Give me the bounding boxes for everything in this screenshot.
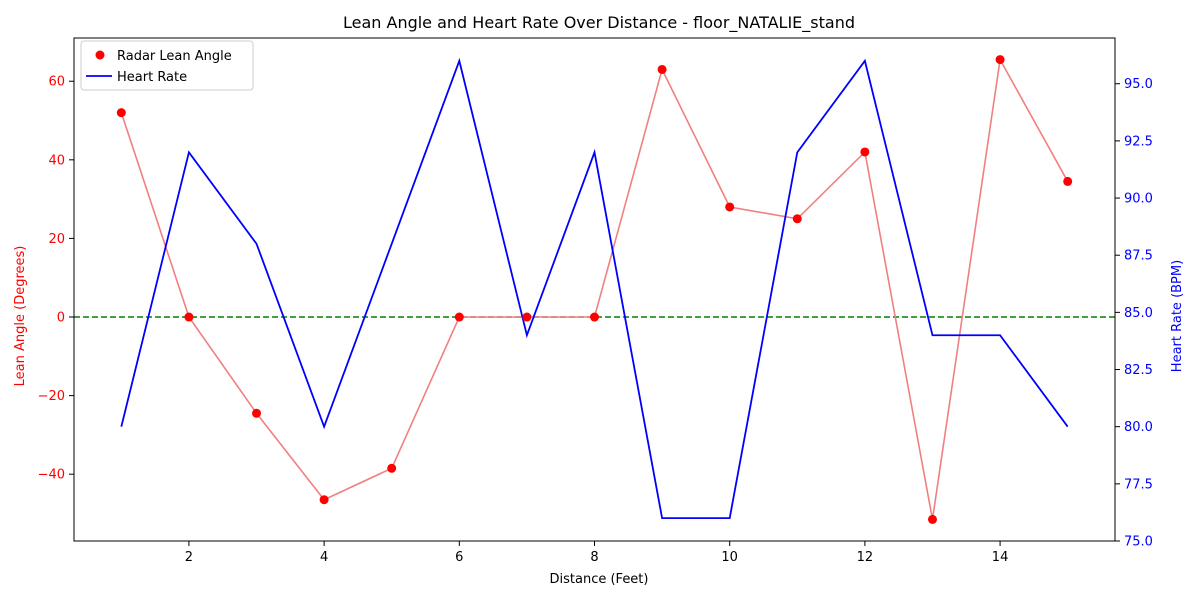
right-axis-title: Heart Rate (BPM)	[1170, 260, 1185, 372]
x-tick-label: 2	[185, 550, 193, 565]
x-tick-label: 8	[590, 550, 598, 565]
lean-angle-point	[184, 312, 194, 322]
legend-marker-lean-angle	[95, 50, 105, 60]
left-y-tick-label: −20	[38, 389, 65, 404]
lean-angle-point	[116, 108, 126, 118]
right-y-tick-label: 75.0	[1124, 535, 1153, 550]
right-y-tick-label: 77.5	[1124, 477, 1153, 492]
right-y-tick-label: 82.5	[1124, 363, 1153, 378]
legend-label-lean-angle: Radar Lean Angle	[117, 49, 232, 64]
right-y-tick-label: 87.5	[1124, 249, 1153, 264]
lean-angle-point	[927, 514, 937, 524]
left-axis-title: Lean Angle (Degrees)	[13, 246, 28, 387]
lean-angle-point	[252, 408, 262, 418]
left-y-tick-label: 20	[48, 232, 65, 247]
plot-area: 2 4 6 8 10 12 14 −40 −20 0 20 40 60 75.0 77.5 80.0 82.5 8…	[38, 37, 1153, 565]
lean-angle-point	[387, 463, 397, 473]
x-tick-label: 4	[320, 550, 328, 565]
legend: Radar Lean Angle Heart Rate	[80, 40, 254, 91]
lean-angle-point	[522, 312, 532, 322]
lean-angle-point	[657, 64, 667, 74]
lean-angle-point	[454, 312, 464, 322]
x-tick-label: 10	[721, 550, 738, 565]
lean-angle-point	[860, 147, 870, 157]
left-y-tick-label: 0	[57, 311, 65, 326]
left-y-tick-label: 60	[48, 75, 65, 90]
lean-angle-point	[792, 214, 802, 224]
right-y-tick-label: 85.0	[1124, 306, 1153, 321]
x-axis-title: Distance (Feet)	[550, 572, 649, 587]
chart-title: Lean Angle and Heart Rate Over Distance …	[343, 13, 855, 33]
lean-angle-point	[995, 55, 1005, 65]
right-y-tick-label: 90.0	[1124, 192, 1153, 207]
lean-angle-point	[590, 312, 599, 322]
x-tick-label: 12	[857, 550, 874, 565]
legend-box	[80, 40, 254, 91]
lean-angle-point	[1063, 176, 1073, 186]
right-y-tick-label: 92.5	[1124, 134, 1153, 149]
right-y-tick-label: 80.0	[1124, 420, 1153, 435]
plot-frame	[73, 37, 1116, 542]
lean-angle-point	[319, 495, 329, 505]
left-y-tick-label: 40	[48, 153, 65, 168]
legend-label-heart-rate: Heart Rate	[117, 70, 187, 85]
left-y-tick-label: −40	[38, 468, 65, 483]
right-y-tick-label: 95.0	[1124, 77, 1153, 92]
lean-angle-line	[120, 57, 1069, 520]
lean-angle-point	[725, 202, 735, 212]
heart-rate-line	[120, 57, 1069, 520]
x-tick-label: 14	[992, 550, 1009, 565]
x-tick-label: 6	[455, 550, 463, 565]
